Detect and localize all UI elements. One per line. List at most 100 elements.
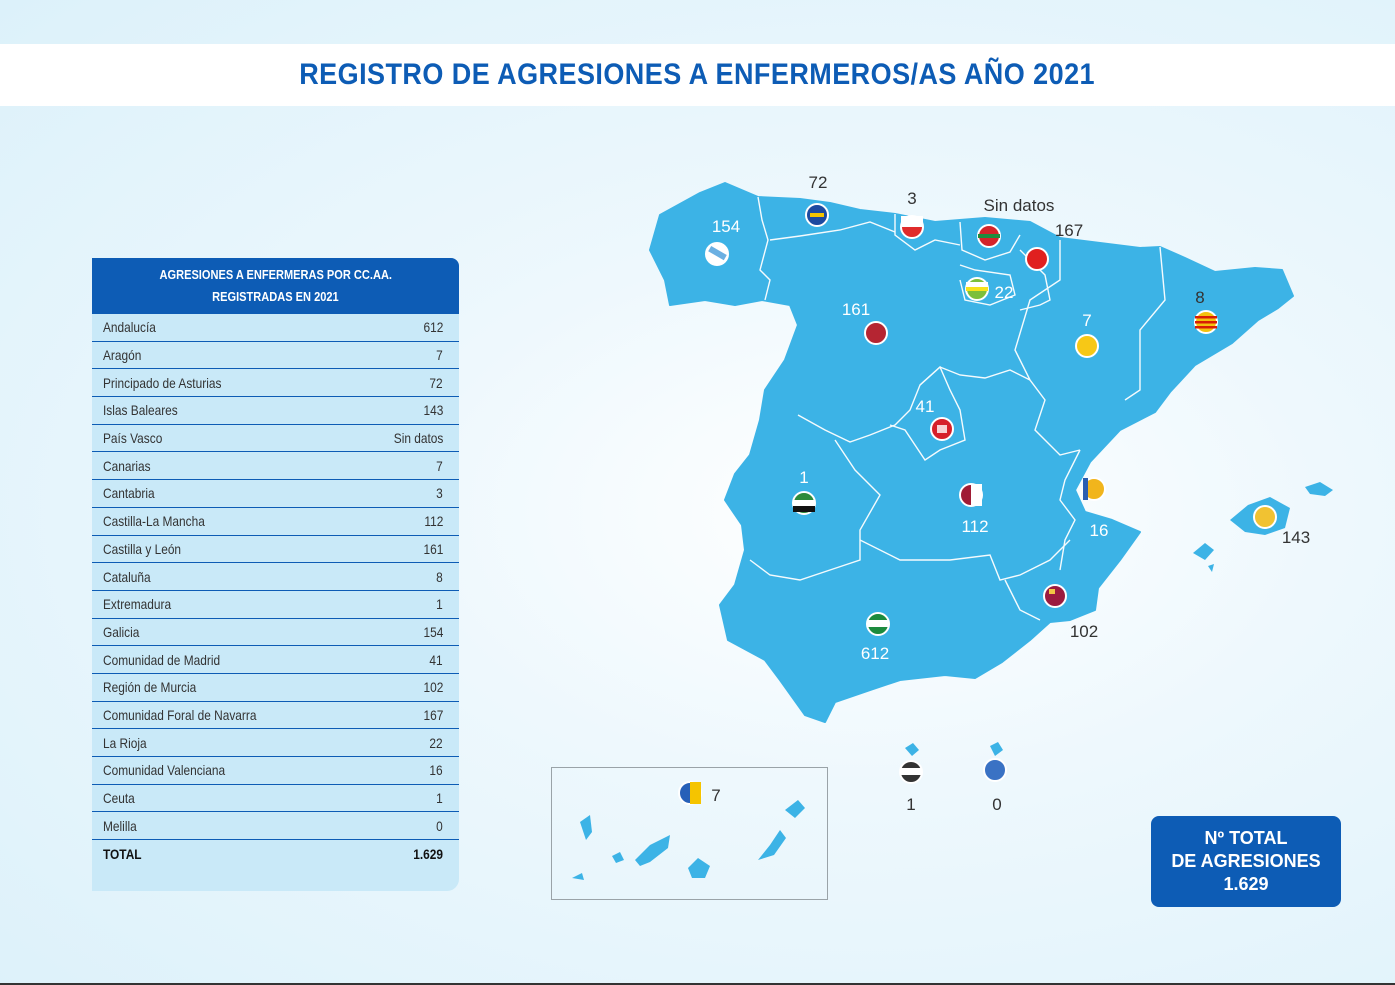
table-total-row: TOTAL 1.629 <box>92 840 459 868</box>
flag-cmancha-white <box>971 484 982 506</box>
gran-canaria-shape <box>688 858 710 878</box>
region-name: Cataluña <box>103 568 151 585</box>
flag-canarias-yellow <box>690 782 701 804</box>
table-row: Región de Murcia 102 <box>92 674 459 702</box>
table-row: Comunidad de Madrid 41 <box>92 646 459 674</box>
region-name: Galicia <box>103 623 140 640</box>
region-value: 72 <box>429 374 443 391</box>
label-melilla: 0 <box>992 795 1001 814</box>
region-value: 161 <box>423 540 443 557</box>
page-title: REGISTRO DE AGRESIONES A ENFERMEROS/AS A… <box>299 58 1096 91</box>
flag-aragon-icon <box>1075 334 1099 358</box>
total-box-line2: DE AGRESIONES <box>1171 851 1321 871</box>
region-name: Comunidad Valenciana <box>103 762 226 779</box>
region-value: 112 <box>424 513 443 530</box>
bottom-rule <box>0 983 1395 985</box>
flag-madrid-star <box>937 425 947 433</box>
region-name: Cantabria <box>103 485 155 502</box>
flag-details <box>690 213 1217 804</box>
table-header-line1: AGRESIONES A ENFERMERAS POR CC.AA. <box>159 267 392 282</box>
label-valencia: 16 <box>1090 521 1109 540</box>
table-row: Comunidad Valenciana 16 <box>92 757 459 785</box>
la-palma-shape <box>580 815 592 840</box>
region-name: Melilla <box>103 817 137 834</box>
flag-cataluna-stripe2 <box>1195 321 1217 324</box>
region-value: 167 <box>423 706 443 723</box>
ibiza-shape <box>1193 543 1214 560</box>
peninsula <box>649 182 1294 723</box>
table-row: Principado de Asturias 72 <box>92 369 459 398</box>
region-value: Sin datos <box>393 430 443 447</box>
flag-cyl-icon <box>864 321 888 345</box>
label-madrid: 41 <box>916 397 935 416</box>
border-murcia <box>1004 579 1041 621</box>
canarias-inset-frame <box>551 767 828 900</box>
region-name: Extremadura <box>103 596 172 613</box>
flag-paisvasco-green <box>978 234 1000 238</box>
border-paisvasco <box>959 221 1021 261</box>
border-castilla-mancha-south <box>859 539 1071 581</box>
region-value: 7 <box>436 347 443 364</box>
region-value: 1 <box>436 790 443 807</box>
label-cyl: 161 <box>842 300 870 319</box>
tenerife-shape <box>635 835 670 866</box>
label-ceuta: 1 <box>906 795 915 814</box>
table-row: País Vasco Sin datos <box>92 425 459 453</box>
border-aragon-east <box>1124 246 1166 401</box>
formentera-shape <box>1208 564 1214 572</box>
region-value: 16 <box>429 762 443 779</box>
peninsula-shape <box>649 182 1294 723</box>
lanzarote-shape <box>785 800 805 818</box>
label-canarias: 7 <box>711 786 720 805</box>
total-aggressions-box: Nº TOTAL DE AGRESIONES 1.629 <box>1151 816 1341 907</box>
table-row: Melilla 0 <box>92 812 459 841</box>
region-name: Canarias <box>103 457 151 474</box>
region-name: Andalucía <box>103 319 156 336</box>
flag-cataluna-stripe1 <box>1195 316 1217 319</box>
flag-murcia-icon <box>1043 584 1067 608</box>
label-rioja: 22 <box>995 283 1014 302</box>
flag-cataluna-stripe3 <box>1195 326 1217 329</box>
region-name: Ceuta <box>103 790 135 807</box>
table-row: Galicia 154 <box>92 619 459 647</box>
region-name: Aragón <box>103 347 142 364</box>
border-galicia <box>757 196 771 301</box>
table-row: Andalucía 612 <box>92 314 459 342</box>
table-row: Comunidad Foral de Navarra 167 <box>92 702 459 730</box>
label-cataluna: 8 <box>1195 288 1204 307</box>
flag-navarra-icon <box>1025 247 1049 271</box>
border-rioja <box>959 264 1016 306</box>
flag-ceuta-white <box>900 768 922 775</box>
region-value: 7 <box>436 457 443 474</box>
melilla-shape <box>990 742 1003 756</box>
table-header: AGRESIONES A ENFERMERAS POR CC.AA. REGIS… <box>92 258 459 314</box>
border-cantabria <box>894 214 961 251</box>
region-value: 143 <box>423 402 443 419</box>
region-name: Región de Murcia <box>103 679 197 696</box>
flag-melilla-icon <box>983 758 1007 782</box>
value-labels: 154 72 3 Sin datos 167 22 161 7 8 41 1 1… <box>711 173 1310 814</box>
table-row: Canarias 7 <box>92 452 459 481</box>
region-value: 1 <box>436 596 443 613</box>
title-bar: REGISTRO DE AGRESIONES A ENFERMEROS/AS A… <box>0 44 1395 106</box>
label-galicia: 154 <box>712 217 740 236</box>
flag-asturias-cross <box>810 213 824 217</box>
label-aragon: 7 <box>1082 311 1091 330</box>
canarias-islands <box>572 800 805 880</box>
el-hierro-shape <box>572 873 584 880</box>
fuerteventura-shape <box>758 830 786 860</box>
border-valencia <box>1059 449 1081 571</box>
flag-baleares-icon <box>1253 505 1277 529</box>
label-cmancha: 112 <box>961 517 988 536</box>
flag-murcia-castle <box>1049 589 1055 594</box>
total-label: TOTAL <box>103 845 142 862</box>
label-navarra: 167 <box>1055 221 1083 240</box>
label-extremadura: 1 <box>799 468 808 487</box>
flag-galicia-stripe <box>708 246 727 261</box>
label-paisvasco: Sin datos <box>984 196 1055 215</box>
flag-andalucia-white <box>867 620 889 627</box>
label-andalucia: 612 <box>861 644 889 663</box>
flag-rioja-white <box>966 282 988 287</box>
table-row: Islas Baleares 143 <box>92 397 459 425</box>
border-madrid <box>889 365 966 461</box>
